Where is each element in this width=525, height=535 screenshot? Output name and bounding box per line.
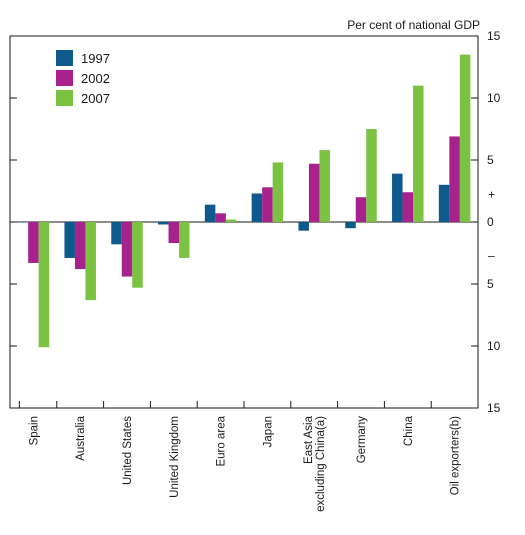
- bar-1997-4: [204, 204, 216, 222]
- legend-swatch-1997: [56, 50, 73, 66]
- category-label: Euro area: [216, 415, 228, 466]
- bar-2007-7: [366, 129, 377, 222]
- bar-1997-6: [298, 222, 309, 231]
- bar-1997-9: [438, 184, 450, 222]
- bar-2007-4: [225, 219, 237, 222]
- category-label: Spain: [28, 416, 40, 445]
- legend-label-2007: 2007: [81, 91, 110, 106]
- category-label: East Asia: [303, 415, 315, 464]
- category-label: excluding China(a): [315, 416, 327, 512]
- legend-swatch-2007: [56, 90, 73, 106]
- category-label: Japan: [262, 416, 274, 447]
- bar-2002-7: [355, 197, 367, 222]
- category-label: Australia: [75, 415, 87, 460]
- bar-1997-5: [251, 193, 263, 222]
- bar-2007-0: [38, 222, 50, 348]
- bar-2007-8: [413, 85, 424, 222]
- category-label: United States: [122, 416, 134, 485]
- category-label: China: [403, 415, 415, 446]
- bar-1997-0: [17, 222, 29, 223]
- y-tick-label: 15: [487, 29, 501, 43]
- bar-1997-3: [158, 222, 169, 225]
- legend-label-2002: 2002: [81, 71, 110, 86]
- bar-2002-0: [28, 222, 39, 263]
- legend-label-1997: 1997: [81, 51, 110, 66]
- bar-2002-9: [449, 136, 460, 222]
- bar-1997-7: [345, 222, 356, 229]
- bar-2007-1: [85, 222, 96, 301]
- bar-1997-2: [111, 222, 122, 245]
- positive-sign: +: [488, 188, 495, 202]
- bar-2007-6: [319, 150, 330, 222]
- negative-sign: –: [488, 248, 495, 262]
- bar-2002-3: [168, 222, 180, 244]
- bar-2002-4: [215, 213, 226, 222]
- bar-2007-9: [459, 54, 471, 222]
- bar-2002-8: [402, 192, 414, 222]
- legend-swatch-2002: [56, 70, 73, 86]
- unit-label: Per cent of national GDP: [347, 18, 480, 32]
- bar-2002-1: [74, 222, 86, 270]
- y-tick-label: 10: [487, 91, 501, 105]
- category-label: United Kingdom: [169, 416, 181, 498]
- category-label: Oil exporters(b): [450, 416, 462, 495]
- bar-1997-8: [392, 173, 403, 222]
- bar-1997-1: [64, 222, 75, 258]
- bar-2007-2: [132, 222, 143, 288]
- category-label: Germany: [356, 416, 368, 464]
- bar-2002-5: [262, 187, 273, 222]
- y-tick-label: 15: [487, 401, 501, 415]
- bar-2002-2: [121, 222, 133, 277]
- y-tick-label: 0: [487, 215, 494, 229]
- bar-2002-6: [308, 163, 320, 222]
- y-tick-label: 5: [487, 277, 494, 291]
- y-tick-label: 5: [487, 153, 494, 167]
- bar-2007-3: [179, 222, 190, 258]
- y-tick-label: 10: [487, 339, 501, 353]
- bar-2007-5: [272, 162, 284, 222]
